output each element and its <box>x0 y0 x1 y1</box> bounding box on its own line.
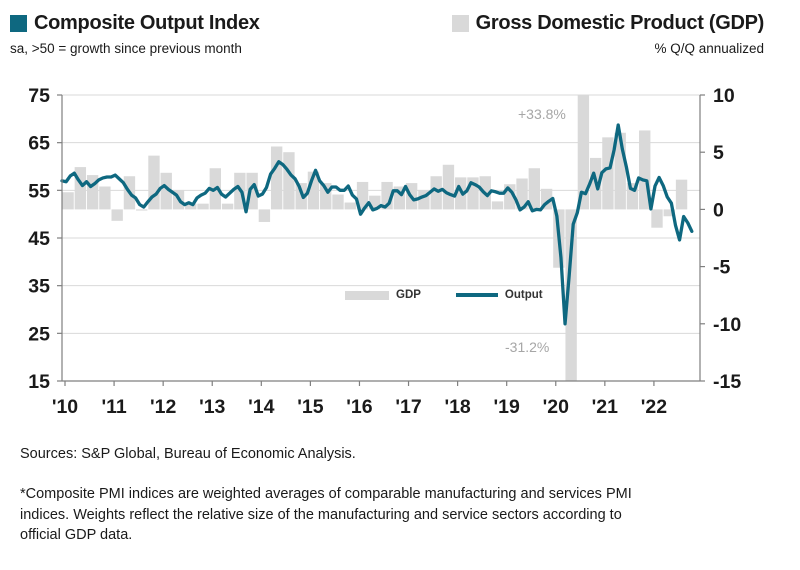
right-series-subtitle: % Q/Q annualized <box>654 41 764 56</box>
gdp-bar <box>344 202 356 210</box>
annotation-gdp-trough: -31.2% <box>505 339 550 355</box>
gdp-bar <box>639 130 651 210</box>
legend-gdp-bar-swatch <box>345 290 389 300</box>
gdp-bar <box>136 209 148 211</box>
gdp-bar <box>528 168 540 210</box>
left-axis-tick-label: 35 <box>28 276 50 298</box>
right-axis-tick-label: 5 <box>713 142 724 164</box>
gdp-bar <box>258 209 271 222</box>
gdp-bar <box>675 179 688 210</box>
footnote-text: *Composite PMI indices are weighted aver… <box>20 486 632 544</box>
gdp-bar <box>270 146 283 210</box>
gdp-bar <box>185 203 197 210</box>
gdp-bar <box>602 137 614 210</box>
gdp-bar <box>86 175 99 210</box>
x-axis-tick-label: '15 <box>297 396 323 418</box>
pmi-gdp-chart: 15 25 35 45 55 65 75 -15 -10 -5 0 5 10 '10 '11 '12 '13 '1… <box>28 85 741 418</box>
x-axis-tick-label: '17 <box>395 396 421 418</box>
right-series-header: Gross Domestic Product (GDP) % Q/Q annua… <box>451 12 765 56</box>
left-axis-tick-label: 55 <box>28 180 50 202</box>
gdp-bar <box>62 192 74 210</box>
gdp-bar <box>246 172 258 210</box>
x-axis-tick-label: '14 <box>248 396 274 418</box>
gdp-bar <box>442 164 455 210</box>
gdp-bar <box>283 152 295 210</box>
left-axis-tick-label: 15 <box>28 371 50 393</box>
gdp-bar <box>307 171 320 210</box>
gdp-bar <box>565 209 577 381</box>
right-series-title: Gross Domestic Product (GDP) <box>475 12 765 34</box>
gdp-bar <box>540 188 553 210</box>
gdp-bar <box>491 201 504 210</box>
gdp-bar <box>663 209 675 217</box>
left-series-title: Composite Output Index <box>34 12 260 34</box>
annotation-gdp-peak: +33.8% <box>518 106 566 122</box>
x-axis-tick-label: '11 <box>101 396 126 418</box>
gdp-bar <box>418 189 430 210</box>
output-line <box>60 123 694 326</box>
gdp-bar <box>614 132 626 210</box>
sources-text: Sources: S&P Global, Bureau of Economic … <box>20 446 356 462</box>
gdp-bar <box>332 194 344 210</box>
gdp-bar <box>393 186 406 210</box>
left-axis-tick-label: 65 <box>28 133 50 155</box>
output-series-swatch <box>10 15 27 32</box>
gdp-bar <box>651 209 663 228</box>
x-axis-tick-label: '13 <box>199 396 225 418</box>
gdp-bar <box>577 95 590 210</box>
gdp-series-swatch <box>451 15 469 32</box>
right-axis-tick-label: -15 <box>713 371 741 393</box>
x-axis-tick-label: '12 <box>150 396 176 418</box>
gdp-bar <box>504 184 516 210</box>
right-axis-tick-label: -5 <box>713 257 730 279</box>
gdp-bar <box>221 203 234 210</box>
left-series-subtitle: sa, >50 = growth since previous month <box>10 41 242 56</box>
gdp-bar <box>160 172 172 210</box>
right-axis-tick-label: 0 <box>713 199 724 221</box>
legend-output-line-swatch <box>455 293 498 297</box>
x-axis-tick-label: '19 <box>494 396 520 418</box>
left-axis-tick-label: 75 <box>28 85 50 107</box>
right-axis-tick-label: -10 <box>713 314 741 336</box>
gdp-bar <box>381 181 393 210</box>
x-axis-tick-label: '22 <box>641 396 667 418</box>
gdp-bars <box>62 95 688 381</box>
right-axis-tick-label: 10 <box>713 85 735 107</box>
x-axis-tick-label: '21 <box>592 396 618 418</box>
gdp-bar <box>111 209 123 221</box>
gdp-bar <box>197 203 209 210</box>
x-axis-tick-label: '10 <box>52 396 78 418</box>
gdp-bar <box>356 181 369 210</box>
x-axis-tick-label: '20 <box>543 396 569 418</box>
gdp-bar <box>74 167 87 210</box>
gdp-bar <box>626 183 639 210</box>
legend-output-label: Output <box>504 289 543 301</box>
gdp-bar <box>467 177 479 210</box>
gdp-bar <box>369 195 381 210</box>
inner-legend: GDP Output <box>345 289 543 301</box>
left-series-header: Composite Output Index sa, >50 = growth … <box>10 12 260 56</box>
gdp-bar <box>99 186 111 210</box>
left-axis-tick-label: 25 <box>28 323 50 345</box>
left-axis-tick-label: 45 <box>28 228 50 250</box>
gdp-bar <box>430 176 442 210</box>
gdp-bar <box>516 178 528 210</box>
chart-header: Composite Output Index sa, >50 = growth … <box>10 12 764 56</box>
x-axis-tick-label: '16 <box>346 396 372 418</box>
x-axis-tick-label: '18 <box>444 396 470 418</box>
legend-gdp-label: GDP <box>396 289 421 301</box>
gdp-bar <box>320 183 332 210</box>
gdp-bar <box>148 155 160 210</box>
